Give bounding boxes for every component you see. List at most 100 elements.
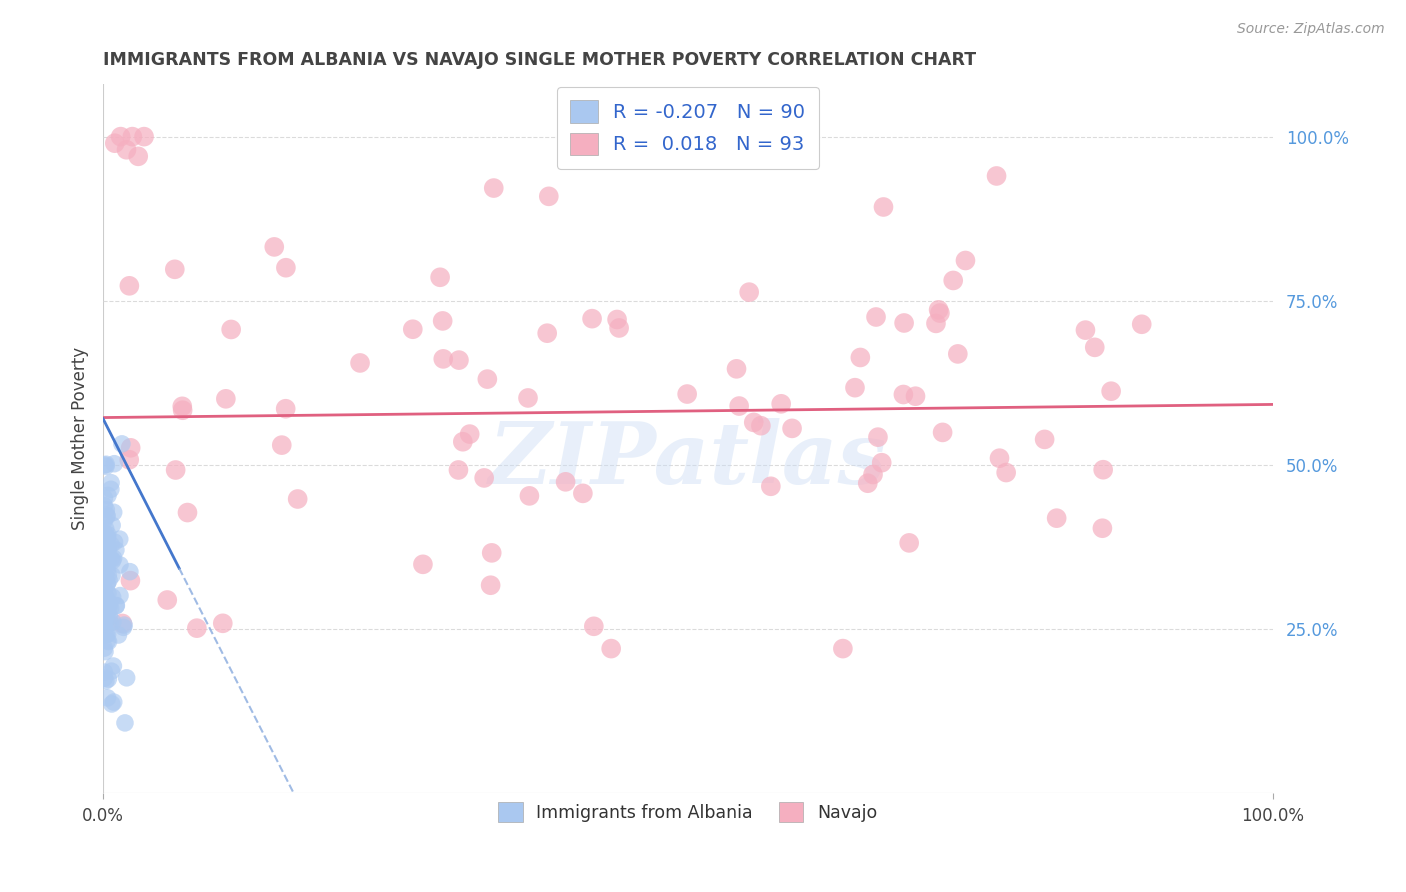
- Point: [725, 361, 748, 376]
- Point: [1074, 323, 1097, 337]
- Point: [103, 535, 125, 549]
- Point: [607, 321, 630, 335]
- Point: [856, 476, 879, 491]
- Point: [931, 425, 953, 440]
- Point: [986, 169, 1008, 183]
- Point: [118, 565, 141, 579]
- Point: [132, 129, 155, 144]
- Point: [93, 491, 115, 506]
- Point: [114, 715, 136, 730]
- Point: [186, 621, 208, 635]
- Point: [519, 489, 541, 503]
- Point: [458, 427, 481, 442]
- Point: [481, 546, 503, 560]
- Point: [103, 695, 125, 709]
- Point: [451, 434, 474, 449]
- Point: [1046, 511, 1069, 525]
- Point: [111, 616, 134, 631]
- Point: [432, 351, 454, 366]
- Point: [112, 620, 135, 634]
- Point: [94, 572, 117, 586]
- Point: [94, 645, 117, 659]
- Text: Source: ZipAtlas.com: Source: ZipAtlas.com: [1237, 22, 1385, 37]
- Point: [94, 615, 117, 629]
- Point: [94, 459, 117, 474]
- Point: [118, 278, 141, 293]
- Point: [94, 591, 117, 605]
- Point: [904, 389, 927, 403]
- Point: [942, 273, 965, 287]
- Point: [219, 322, 242, 336]
- Point: [108, 532, 131, 546]
- Point: [780, 421, 803, 435]
- Point: [844, 381, 866, 395]
- Point: [118, 452, 141, 467]
- Point: [96, 576, 118, 591]
- Point: [1092, 463, 1115, 477]
- Point: [108, 558, 131, 572]
- Point: [156, 593, 179, 607]
- Point: [100, 483, 122, 497]
- Point: [96, 531, 118, 545]
- Point: [93, 582, 115, 597]
- Point: [898, 536, 921, 550]
- Text: IMMIGRANTS FROM ALBANIA VS NAVAJO SINGLE MOTHER POVERTY CORRELATION CHART: IMMIGRANTS FROM ALBANIA VS NAVAJO SINGLE…: [103, 51, 976, 69]
- Point: [412, 558, 434, 572]
- Point: [94, 522, 117, 536]
- Point: [107, 628, 129, 642]
- Point: [96, 457, 118, 471]
- Point: [94, 628, 117, 642]
- Point: [1099, 384, 1122, 399]
- Point: [100, 475, 122, 490]
- Point: [93, 513, 115, 527]
- Point: [105, 599, 128, 613]
- Point: [94, 559, 117, 574]
- Point: [988, 451, 1011, 466]
- Point: [115, 143, 138, 157]
- Point: [581, 311, 603, 326]
- Point: [94, 599, 117, 614]
- Point: [96, 690, 118, 705]
- Point: [479, 578, 502, 592]
- Point: [100, 664, 122, 678]
- Point: [94, 571, 117, 585]
- Point: [537, 189, 560, 203]
- Point: [93, 539, 115, 553]
- Point: [94, 539, 117, 553]
- Point: [172, 400, 194, 414]
- Point: [93, 557, 115, 571]
- Point: [101, 615, 124, 629]
- Point: [215, 392, 238, 406]
- Point: [127, 149, 149, 163]
- Point: [96, 508, 118, 523]
- Point: [101, 568, 124, 582]
- Point: [97, 603, 120, 617]
- Point: [759, 479, 782, 493]
- Point: [536, 326, 558, 341]
- Point: [1084, 340, 1107, 354]
- Point: [111, 437, 134, 451]
- Point: [98, 609, 121, 624]
- Point: [108, 589, 131, 603]
- Point: [96, 509, 118, 524]
- Point: [1091, 521, 1114, 535]
- Point: [96, 541, 118, 556]
- Point: [600, 641, 623, 656]
- Point: [97, 634, 120, 648]
- Point: [263, 240, 285, 254]
- Point: [94, 673, 117, 688]
- Point: [429, 270, 451, 285]
- Point: [172, 403, 194, 417]
- Point: [447, 463, 470, 477]
- Point: [211, 616, 233, 631]
- Point: [865, 310, 887, 324]
- Point: [96, 615, 118, 630]
- Point: [97, 549, 120, 564]
- Point: [274, 260, 297, 275]
- Y-axis label: Single Mother Poverty: Single Mother Poverty: [72, 347, 89, 530]
- Point: [176, 506, 198, 520]
- Point: [98, 573, 121, 587]
- Point: [100, 538, 122, 552]
- Point: [517, 391, 540, 405]
- Point: [115, 671, 138, 685]
